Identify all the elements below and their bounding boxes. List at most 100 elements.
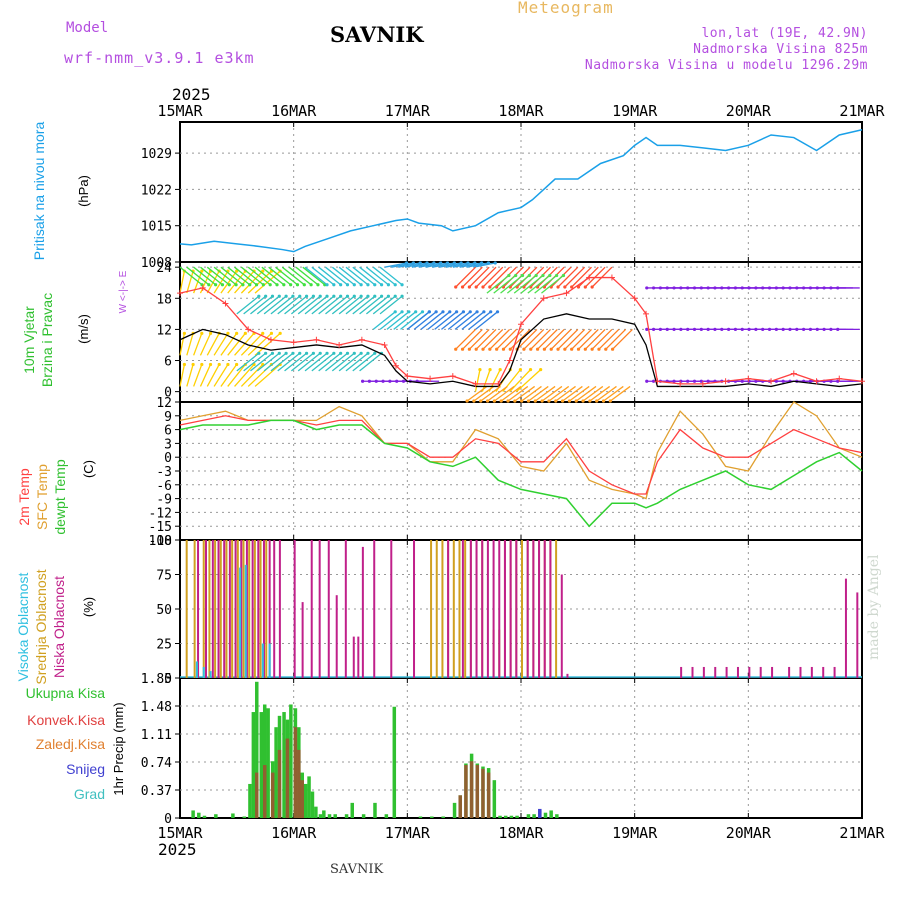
wind-barb [290,352,314,372]
y-tick-label: 0 [164,812,172,827]
wind-barb [338,266,362,286]
wind-barb-row [179,266,327,287]
wind-gust-marker [813,378,820,385]
wind-barb [186,333,194,356]
wind-barb [213,270,229,294]
wind-barb-head [298,351,302,355]
cloud-bar-srednja [208,540,211,678]
y-tick-label: 0 [164,451,172,466]
wind-barb [352,266,376,286]
wind-barb-head [200,331,204,335]
wind-barb-head [264,351,268,355]
wind-barb-head [645,327,649,332]
precip-bar [303,783,308,818]
wind-barb-head [291,294,295,298]
y-tick-label: 9 [164,410,172,425]
wind-barb [277,295,301,315]
wind-barb-head [576,347,581,351]
wind-gust-marker [699,380,706,387]
wind-gust-marker [586,274,593,281]
wind-barb [445,262,469,268]
cloud-bar-srednja [219,540,222,678]
wind-barb-head [539,368,543,372]
wind-barb-head [498,368,502,372]
wind-barb-head [401,379,406,383]
wind-barb [366,266,389,286]
cloud-bar-srednja [452,540,455,678]
precip-bar [297,749,301,818]
wind-barb-head [597,347,601,351]
wind-barb [427,311,451,330]
wind-barb-head [261,283,265,287]
cloud-bar-niska [278,540,281,678]
wind-barb [527,275,551,294]
wind-barb-head [200,362,204,367]
wind-barb [352,352,376,372]
wind-barb-head [528,368,533,372]
wind-gust-marker [745,375,752,382]
wind-gust-marker [358,336,365,343]
wind-barb [455,328,476,350]
wind-barb-head [386,294,391,298]
wind-barb-head [767,327,772,332]
wind-barb-head [359,283,363,287]
cloud-bar-srednja [214,540,217,678]
y-tick-label: -18 [149,534,172,549]
wind-barb [466,262,489,268]
wind-barb-head [692,327,697,332]
wind-barb-head [489,310,493,314]
wind-barb-head [570,285,574,289]
wind-gust-marker [381,341,388,348]
cloud-bar-niska [223,540,226,678]
cloud-bar-niska [549,540,552,678]
precip-bar [441,816,445,818]
wind-barb-head [788,327,792,332]
wind-barb-head [733,286,738,290]
wind-barb-head [359,351,363,355]
wind-barb-head [522,347,526,351]
wind-barb-head [508,347,512,351]
wind-barb [482,328,504,350]
precip-bar [202,815,207,818]
wind-barb-head [235,362,239,367]
cloud-bar-visoka [239,567,242,678]
wind-barb [475,328,497,350]
cloud-bar-niska [240,540,243,678]
wind-barb-head [590,347,594,351]
wind-barb [325,295,348,315]
precip-bar [532,814,536,818]
wind-barb [475,311,498,330]
wind-barb-head [581,399,585,403]
wind-barb-head [352,294,356,298]
wind-barb [345,352,369,372]
wind-gust-marker [722,378,729,385]
cloud-bar-niska [475,540,478,678]
wind-gust-marker [267,336,274,343]
wind-barb-head [733,327,738,332]
wind-barb [541,385,563,402]
wind-barb [331,266,355,286]
wind-barb-head [590,285,594,289]
cloud-bar-niska [373,540,376,678]
y-tick-label: 1.85 [141,672,172,687]
wind-barb-head [339,351,343,355]
wind-barb-head [467,347,471,351]
wind-barb-head [492,399,496,403]
x-tick-label-bottom: 18MAR [498,824,544,842]
wind-barb [186,270,194,294]
x-tick-label-bottom: 19MAR [612,824,658,842]
wind-barb [404,262,428,268]
cloud-bar-niska [509,540,512,678]
wind-barb-head [248,283,252,287]
cloud-bar-niska [205,540,208,678]
wind-barb-head [554,399,558,403]
wind-barb-head [556,285,560,289]
x-tick-label-top: 21MAR [839,102,885,120]
cloud-bar-srednja [225,540,228,678]
wind-barb-head [295,283,300,287]
wind-barb [393,311,417,330]
wind-barb [489,266,511,288]
wind-barb-head [645,379,649,383]
wind-barb-row [645,286,860,290]
wind-barb-head [499,399,503,403]
